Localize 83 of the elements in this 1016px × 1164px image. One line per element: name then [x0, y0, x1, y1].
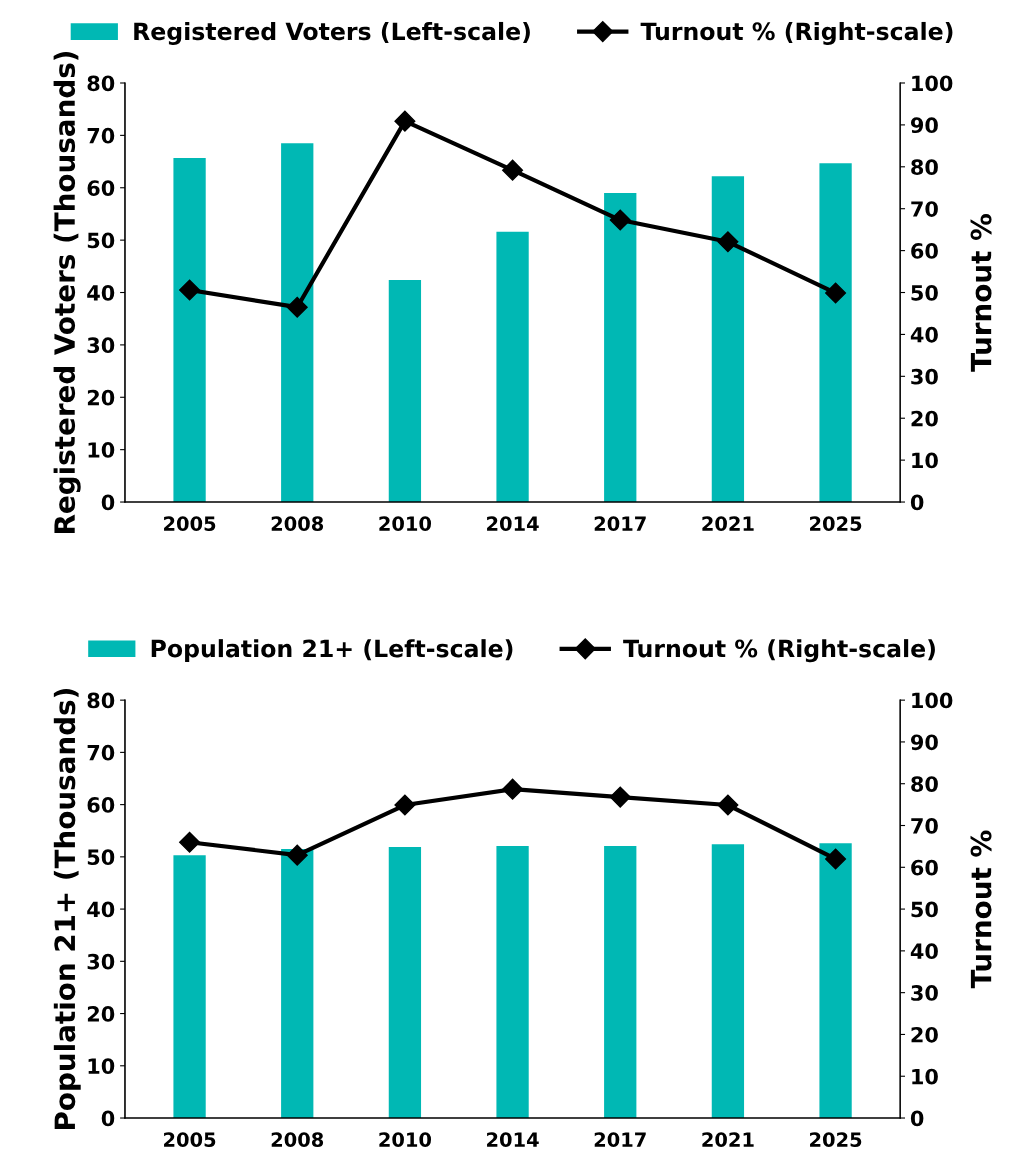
y2-tick-label: 90	[910, 734, 938, 751]
x-tick-label: 2010	[379, 516, 432, 531]
y-tick-label: 80	[87, 75, 115, 92]
y2-tick-label: 80	[911, 159, 938, 176]
y2-tick-label: 70	[911, 817, 938, 834]
point	[394, 794, 416, 816]
bar	[496, 231, 529, 503]
y-tick-label: 30	[87, 953, 115, 970]
y2-tick-label: 60	[911, 243, 938, 259]
point	[286, 296, 308, 318]
point	[717, 231, 739, 253]
y-tick-label: 80	[87, 692, 115, 709]
y2-tick-label: 20	[911, 410, 938, 427]
bar	[711, 176, 745, 503]
y-tick-label: 60	[87, 180, 115, 196]
y2-axis-title: Turnout %	[970, 214, 992, 372]
y2-tick-label: 50	[911, 284, 938, 301]
y-tick-label: 30	[87, 337, 115, 354]
y2-tick-label: 20	[911, 1026, 938, 1043]
x-tick-label: 2014	[487, 1132, 539, 1147]
y2-tick-label: 10	[912, 452, 938, 469]
point	[394, 110, 416, 132]
y2-tick-label: 10	[912, 1068, 938, 1085]
y2-tick-label: 60	[911, 859, 938, 876]
y-axis-title: Registered Voters (Thousands)	[53, 51, 81, 533]
y2-tick-label: 40	[910, 943, 938, 960]
y2-tick-label: 70	[911, 201, 938, 217]
legend-label: Population 21+ (Left-scale)	[151, 639, 513, 662]
y-tick-label: 70	[87, 127, 115, 144]
bar	[281, 143, 314, 503]
y-tick-label: 50	[87, 232, 115, 249]
y2-tick-label: 100	[912, 692, 953, 709]
x-tick-label: 2017	[594, 1132, 646, 1147]
x-tick-label: 2021	[702, 1132, 754, 1147]
y2-axis-title: Turnout %	[970, 830, 992, 989]
x-tick-label: 2017	[594, 516, 646, 531]
y2-tick-label: 80	[911, 776, 938, 792]
bar	[819, 163, 852, 503]
y2-tick-label: 30	[911, 368, 938, 385]
x-tick-label: 2025	[810, 516, 862, 531]
point	[609, 209, 631, 231]
y2-tick-label: 100	[912, 75, 953, 92]
y-tick-label: 0	[101, 1110, 115, 1127]
y2-tick-label: 0	[910, 1110, 924, 1127]
y2-tick-label: 40	[910, 326, 938, 343]
y-axis-title: Population 21+ (Thousands)	[53, 689, 81, 1129]
point	[825, 848, 847, 870]
x-tick-label: 2010	[379, 1132, 432, 1147]
y-tick-label: 20	[87, 1006, 115, 1022]
x-tick-label: 2005	[164, 516, 216, 531]
y2-tick-label: 30	[911, 985, 938, 1001]
y-tick-label: 10	[88, 1058, 115, 1074]
y-tick-label: 10	[88, 442, 115, 458]
bar	[173, 157, 206, 503]
legend-label: Turnout % (Right-scale)	[640, 21, 953, 45]
x-tick-label: 2025	[810, 1132, 862, 1147]
x-tick-label: 2008	[271, 516, 324, 531]
legend-label: Turnout % (Right-scale)	[623, 639, 935, 663]
bar	[388, 279, 422, 503]
point	[179, 831, 201, 853]
y2-tick-label: 90	[910, 117, 938, 134]
point	[179, 279, 201, 301]
point	[502, 778, 524, 800]
point	[286, 844, 308, 866]
x-tick-label: 2005	[164, 1132, 216, 1147]
y-tick-label: 40	[87, 284, 115, 301]
point	[717, 794, 739, 816]
point	[825, 282, 847, 304]
y-tick-label: 50	[87, 849, 115, 866]
x-tick-label: 2014	[487, 516, 539, 531]
x-tick-label: 2008	[271, 1132, 324, 1147]
y-tick-label: 40	[87, 901, 115, 918]
x-tick-label: 2021	[702, 516, 754, 531]
bar	[604, 192, 637, 503]
point	[502, 159, 524, 181]
y-tick-label: 60	[87, 797, 115, 813]
y2-tick-label: 0	[910, 494, 924, 511]
point	[609, 786, 631, 808]
y2-tick-label: 50	[911, 901, 938, 918]
y-tick-label: 0	[101, 494, 115, 511]
legend-label: Registered Voters (Left-scale)	[134, 21, 530, 45]
y-tick-label: 20	[87, 389, 115, 406]
y-tick-label: 70	[87, 744, 115, 761]
